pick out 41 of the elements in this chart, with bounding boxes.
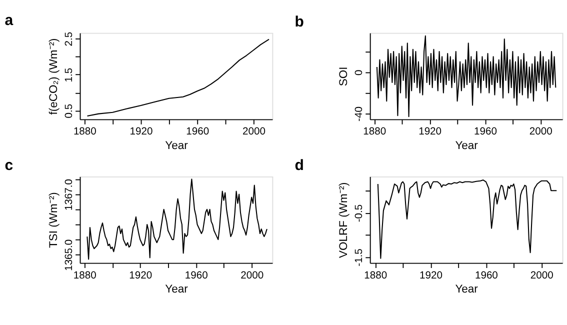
y-tick-label: 1365.0 bbox=[64, 239, 75, 271]
line-series bbox=[86, 38, 270, 116]
x-tick-label: 2000 bbox=[242, 126, 266, 138]
y-axis-title: VOLRF (Wm⁻²) bbox=[338, 182, 350, 258]
chart-title: d bbox=[294, 156, 304, 174]
line-series bbox=[376, 35, 556, 118]
y-tick-label: 1.5 bbox=[64, 68, 75, 82]
x-tick-label: 1880 bbox=[363, 126, 386, 138]
x-tick-label: 1960 bbox=[474, 270, 498, 282]
x-tick-label: 1960 bbox=[474, 126, 498, 138]
x-tick-label: 1960 bbox=[186, 126, 210, 138]
line-series bbox=[86, 178, 268, 260]
chart-title: c bbox=[4, 156, 14, 174]
chart-title: a bbox=[4, 12, 14, 29]
y-axis-title: f(eCO₂) (Wm⁻²) bbox=[48, 38, 60, 115]
x-tick-label: 1920 bbox=[129, 270, 152, 282]
x-tick-label: 2000 bbox=[240, 270, 264, 282]
y-axis-title: TSI (Wm⁻²) bbox=[48, 192, 60, 248]
chart-title: b bbox=[294, 13, 304, 30]
y-tick-label: 0.5 bbox=[64, 104, 75, 118]
y-tick-label: -1.5 bbox=[354, 248, 365, 266]
y-axis-title: SOI bbox=[338, 66, 350, 86]
x-tick-label: 1920 bbox=[420, 270, 443, 282]
y-tick-label: 1367.0 bbox=[64, 178, 75, 211]
x-axis-title: Year bbox=[455, 283, 478, 296]
x-axis-title: Year bbox=[455, 140, 478, 152]
x-tick-label: 1880 bbox=[73, 270, 97, 282]
x-axis-title: Year bbox=[165, 283, 188, 296]
x-tick-label: 2000 bbox=[530, 270, 554, 282]
x-tick-label: 1960 bbox=[184, 270, 208, 282]
x-tick-label: 1880 bbox=[73, 126, 97, 138]
y-tick-label: 2.5 bbox=[64, 32, 75, 46]
y-tick-label: 0 bbox=[354, 69, 365, 76]
y-tick-label: -40 bbox=[354, 106, 365, 122]
x-axis-title: Year bbox=[165, 140, 188, 152]
x-tick-label: 1920 bbox=[418, 126, 442, 138]
x-tick-label: 1920 bbox=[130, 126, 153, 138]
line-series bbox=[377, 179, 558, 259]
x-tick-label: 2000 bbox=[529, 126, 553, 138]
x-tick-label: 1880 bbox=[364, 270, 388, 282]
y-tick-label: -0.5 bbox=[354, 204, 365, 222]
